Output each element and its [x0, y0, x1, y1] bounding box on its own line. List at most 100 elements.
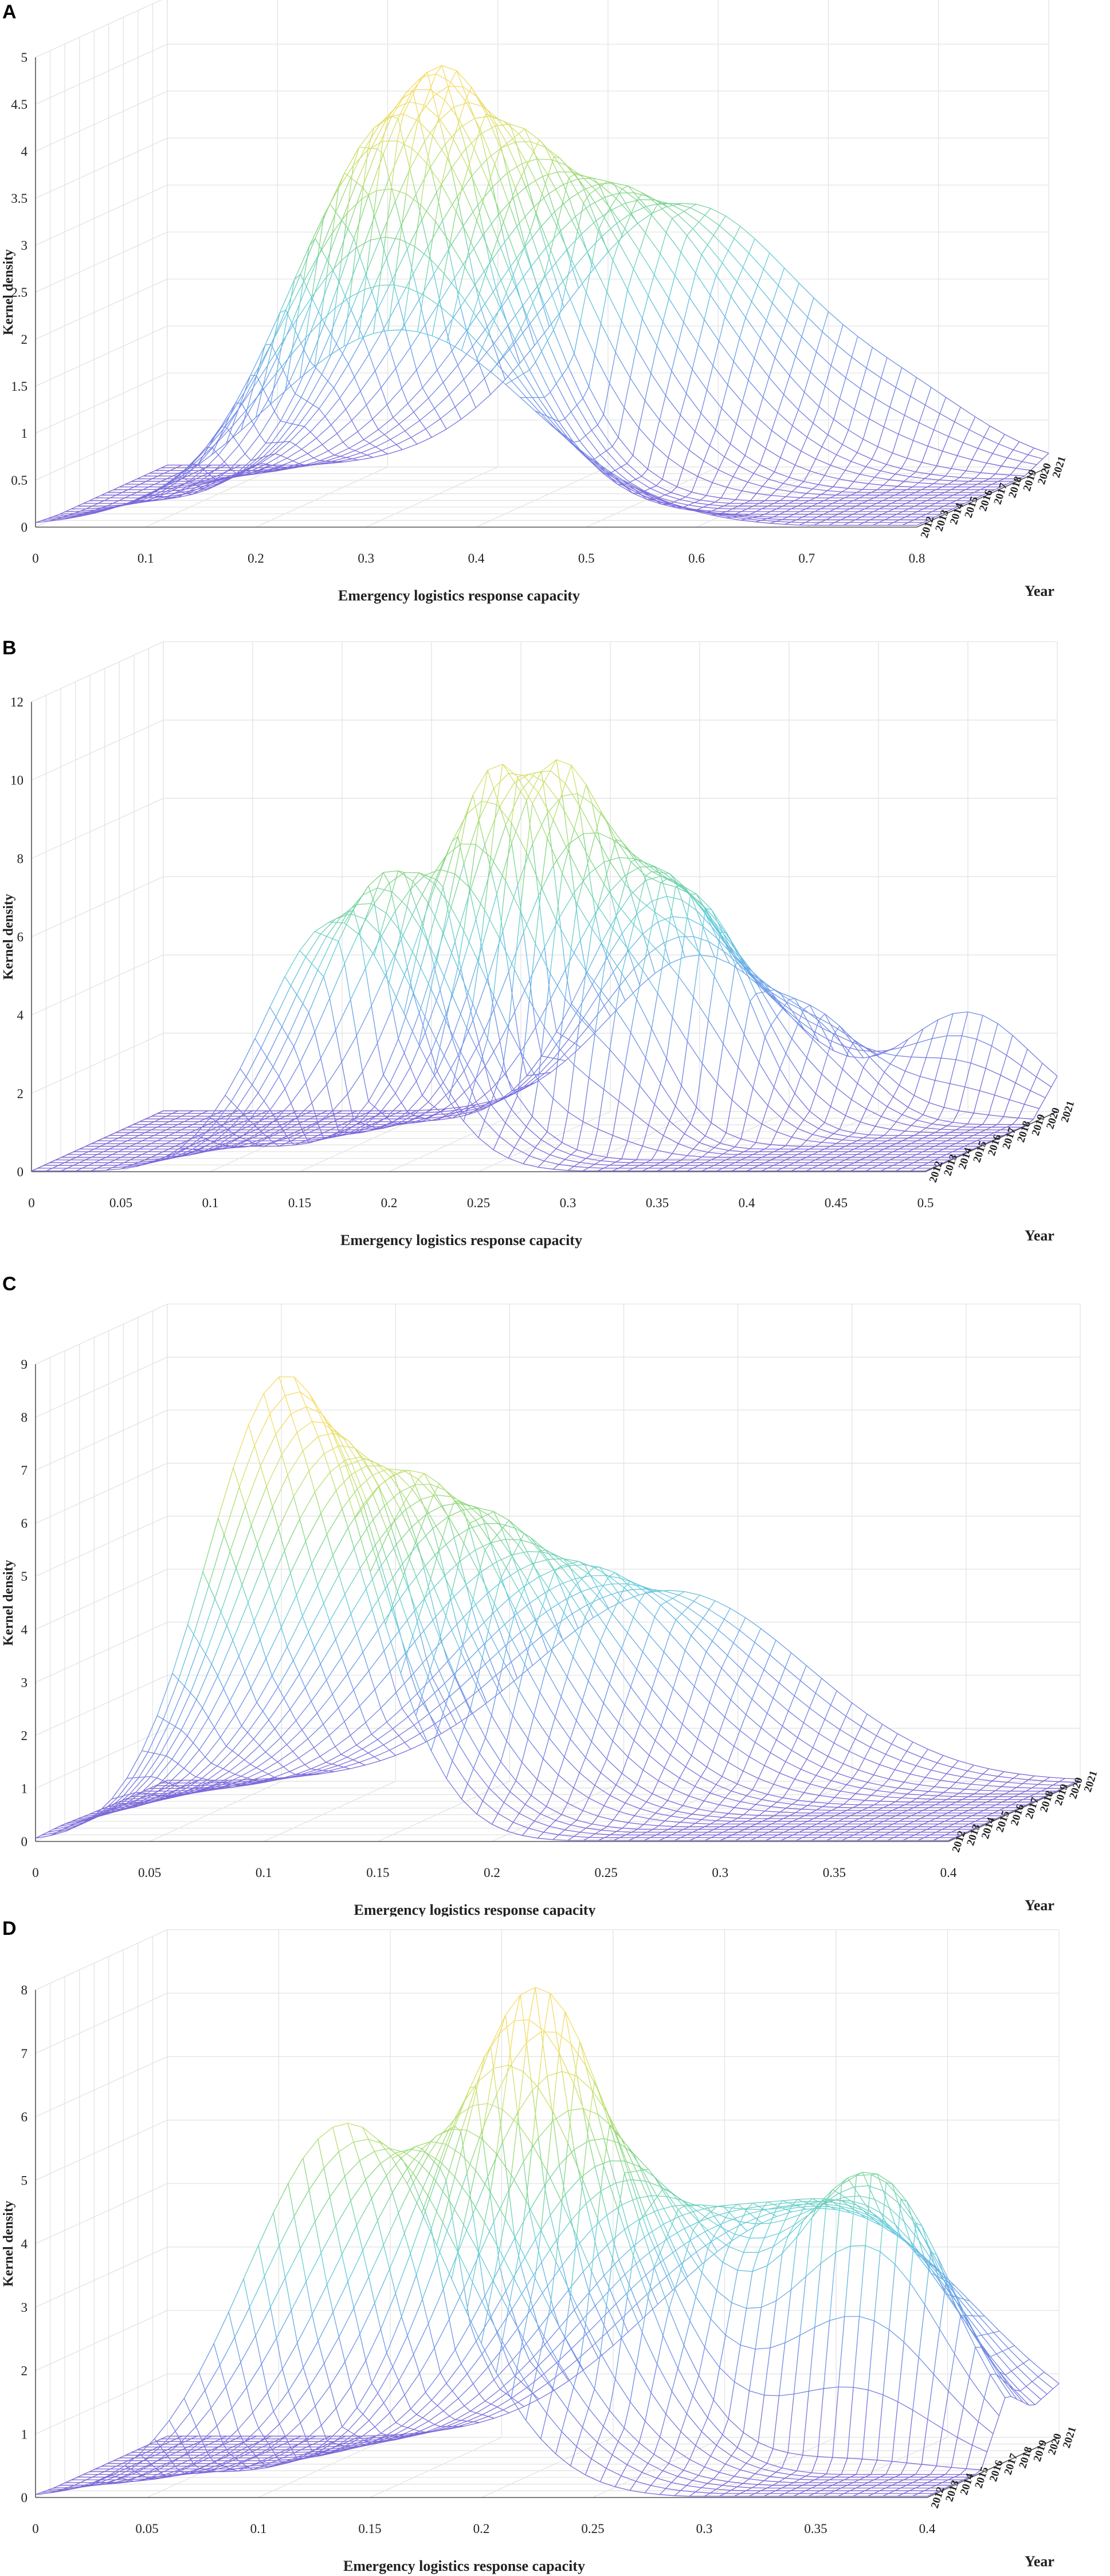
- surface-segment: [951, 455, 958, 469]
- surface-segment: [723, 1004, 730, 1044]
- surface-segment: [594, 990, 602, 1034]
- surface-segment: [364, 285, 380, 290]
- surface-segment: [515, 176, 522, 189]
- surface-segment: [789, 998, 795, 1000]
- surface-segment: [848, 409, 855, 430]
- surface-segment: [524, 128, 540, 140]
- surface-segment: [523, 895, 539, 933]
- surface-segment: [947, 480, 955, 485]
- surface-segment: [869, 1134, 884, 1136]
- surface-segment: [307, 444, 323, 454]
- surface-segment: [305, 296, 312, 338]
- surface-segment: [427, 1082, 444, 1102]
- surface-segment: [725, 1132, 742, 1140]
- surface-segment: [398, 1116, 405, 1120]
- surface-segment: [423, 258, 430, 295]
- surface-segment: [642, 296, 649, 319]
- surface-segment: [858, 508, 865, 512]
- surface-segment: [355, 450, 362, 453]
- surface-segment: [637, 901, 653, 914]
- surface-segment: [577, 231, 593, 262]
- surface-segment: [445, 328, 453, 351]
- surface-segment: [803, 1028, 819, 1042]
- surface-segment: [276, 341, 283, 374]
- surface-segment: [406, 90, 413, 93]
- surface-segment: [821, 446, 837, 455]
- surface-segment: [832, 500, 839, 504]
- surface-segment: [944, 502, 951, 506]
- surface-segment: [874, 378, 882, 399]
- surface-segment: [243, 1132, 250, 1136]
- surface-segment: [327, 1121, 334, 1125]
- surface-segment: [488, 164, 496, 183]
- surface-segment: [1027, 1118, 1034, 1125]
- surface-segment: [456, 70, 464, 87]
- surface-segment: [432, 335, 447, 343]
- surface-segment: [641, 494, 648, 500]
- surface-segment: [990, 425, 1005, 435]
- surface-segment: [452, 292, 460, 317]
- surface-segment: [1021, 1065, 1037, 1078]
- surface-segment: [158, 473, 164, 477]
- surface-segment: [792, 409, 799, 426]
- surface-segment: [956, 442, 964, 456]
- surface-segment: [347, 1094, 354, 1120]
- surface-segment: [754, 338, 761, 359]
- surface-segment: [287, 449, 302, 459]
- surface-segment: [695, 254, 702, 273]
- surface-segment: [830, 365, 846, 378]
- surface-segment: [315, 238, 322, 250]
- surface-segment: [755, 508, 762, 512]
- surface-segment: [568, 1039, 575, 1044]
- surface-segment: [285, 378, 300, 391]
- surface-segment: [681, 203, 696, 205]
- surface-segment: [425, 324, 432, 351]
- surface-segment: [889, 387, 896, 407]
- surface-segment: [286, 422, 293, 425]
- surface-segment: [1027, 454, 1043, 460]
- surface-segment: [660, 253, 676, 276]
- surface-segment: [654, 912, 670, 923]
- surface-segment: [359, 216, 375, 257]
- surface-segment: [391, 140, 398, 189]
- surface-segment: [816, 351, 831, 366]
- surface-segment: [445, 127, 461, 145]
- surface-segment: [711, 208, 726, 217]
- surface-segment: [844, 508, 850, 512]
- surface-segment: [758, 513, 765, 517]
- surface-segment: [711, 515, 726, 519]
- surface-segment: [130, 1129, 137, 1133]
- surface-segment: [523, 1056, 539, 1081]
- surface-segment: [579, 971, 587, 1018]
- surface-segment: [415, 877, 432, 907]
- surface-segment: [601, 990, 617, 1011]
- surface-segment: [564, 436, 579, 450]
- surface-segment: [215, 468, 231, 480]
- surface-segment: [624, 1032, 632, 1067]
- surface-segment: [736, 267, 744, 282]
- surface-segment: [756, 493, 771, 496]
- surface-segment: [520, 328, 536, 363]
- surface-segment: [283, 336, 299, 370]
- surface-segment: [156, 1137, 163, 1141]
- surface-segment: [674, 275, 690, 298]
- surface-segment: [469, 233, 485, 256]
- surface-segment: [1018, 1117, 1034, 1120]
- surface-segment: [717, 938, 733, 955]
- surface-segment: [172, 486, 187, 489]
- surface-segment: [481, 287, 496, 309]
- surface-segment: [934, 1058, 942, 1081]
- surface-segment: [121, 1154, 127, 1158]
- surface-segment: [385, 189, 392, 237]
- surface-segment: [789, 1106, 804, 1120]
- surface-segment: [567, 1112, 583, 1122]
- surface-segment: [121, 489, 128, 493]
- surface-segment: [496, 894, 504, 932]
- surface-segment: [921, 462, 937, 466]
- surface-segment: [363, 429, 379, 441]
- surface-segment: [885, 489, 892, 493]
- surface-segment: [732, 1099, 747, 1114]
- surface-segment: [789, 375, 805, 392]
- surface-segment: [195, 1140, 202, 1144]
- surface-segment: [433, 96, 440, 121]
